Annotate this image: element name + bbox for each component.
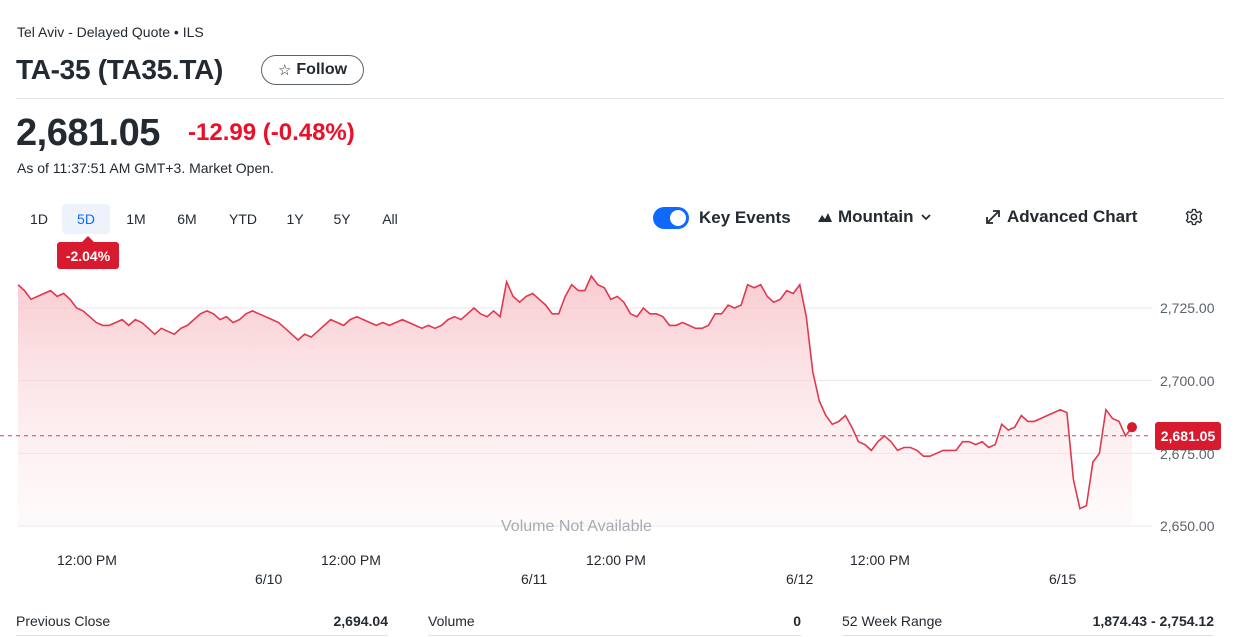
x-time-label: 12:00 PM <box>586 552 646 568</box>
chart-type-dropdown[interactable]: Mountain <box>818 207 932 227</box>
chart-type-label: Mountain <box>838 207 914 226</box>
key-events-label: Key Events <box>699 208 791 227</box>
key-events-toggle[interactable]: Key Events <box>653 207 791 229</box>
y-tick-label: 2,725.00 <box>1160 300 1215 316</box>
header-divider <box>16 98 1224 99</box>
price-area <box>18 276 1132 526</box>
stat-value: 0 <box>793 613 801 629</box>
x-date-label: 6/11 <box>521 571 548 587</box>
y-tick-label: 2,675.00 <box>1160 446 1215 462</box>
tab-1d[interactable]: 1D <box>30 211 48 227</box>
stat-label: 52 Week Range <box>842 613 943 629</box>
price-change: -12.99 (-0.48%) <box>188 119 355 147</box>
gear-icon[interactable] <box>1185 208 1203 226</box>
y-tick-label: 2,650.00 <box>1160 518 1215 534</box>
current-price: 2,681.05 <box>16 112 160 154</box>
period-change-badge: -2.04% <box>57 236 119 269</box>
tab-1y[interactable]: 1Y <box>286 211 304 227</box>
tab-all[interactable]: All <box>382 211 398 227</box>
follow-button[interactable]: ☆ Follow <box>261 55 364 85</box>
chart-canvas <box>0 274 1152 527</box>
expand-icon <box>986 210 1000 224</box>
market-status: As of 11:37:51 AM GMT+3. Market Open. <box>17 160 274 176</box>
tab-6m[interactable]: 6M <box>177 211 197 227</box>
price-line <box>17 274 1133 510</box>
x-date-label: 6/15 <box>1049 571 1077 587</box>
stat-divider <box>428 635 801 636</box>
stat-value: 1,874.43 - 2,754.12 <box>1092 613 1214 629</box>
mountain-icon <box>818 213 832 222</box>
star-icon: ☆ <box>277 62 292 79</box>
advanced-chart-label: Advanced Chart <box>1007 207 1138 226</box>
page-title: TA-35 (TA35.TA) <box>16 54 224 85</box>
toggle-switch[interactable] <box>653 207 689 229</box>
chevron-down-icon <box>920 214 931 221</box>
price-chart[interactable]: 2,725.00 2,700.00 2,675.00 2,650.00 2,68… <box>0 250 1236 590</box>
tab-5d[interactable]: 5D <box>62 204 110 234</box>
current-price-tag: 2,681.05 <box>1155 422 1221 450</box>
x-date-label: 6/12 <box>786 571 814 587</box>
follow-label: Follow <box>296 61 348 78</box>
tab-1m[interactable]: 1M <box>126 211 146 227</box>
stat-label: Previous Close <box>16 613 111 629</box>
range-tabs: 1D 5D 1M 6M YTD 1Y 5Y All <box>16 204 412 234</box>
stat-divider <box>16 635 388 636</box>
stat-previous-close: Previous Close <box>16 613 110 629</box>
advanced-chart-button[interactable]: Advanced Chart <box>986 207 1137 227</box>
price-change-value: -12.99 <box>188 119 257 146</box>
x-time-label: 12:00 PM <box>321 552 381 568</box>
current-price-dot <box>1127 422 1137 433</box>
tab-ytd[interactable]: YTD <box>229 211 257 227</box>
x-time-label: 12:00 PM <box>57 552 117 568</box>
stat-divider <box>842 635 1214 636</box>
stat-volume: Volume <box>428 613 475 629</box>
exchange-info: Tel Aviv - Delayed Quote • ILS <box>17 24 204 40</box>
x-date-label: 6/10 <box>255 571 283 587</box>
price-change-percent: (-0.48%) <box>262 119 355 146</box>
tab-5y[interactable]: 5Y <box>333 211 351 227</box>
stat-value: 2,694.04 <box>333 613 389 629</box>
stat-label: Volume <box>428 613 475 629</box>
x-time-label: 12:00 PM <box>850 552 910 568</box>
stat-52-week-range: 52 Week Range <box>842 613 942 629</box>
y-tick-label: 2,700.00 <box>1160 373 1215 389</box>
volume-not-available: Volume Not Available <box>501 518 652 535</box>
